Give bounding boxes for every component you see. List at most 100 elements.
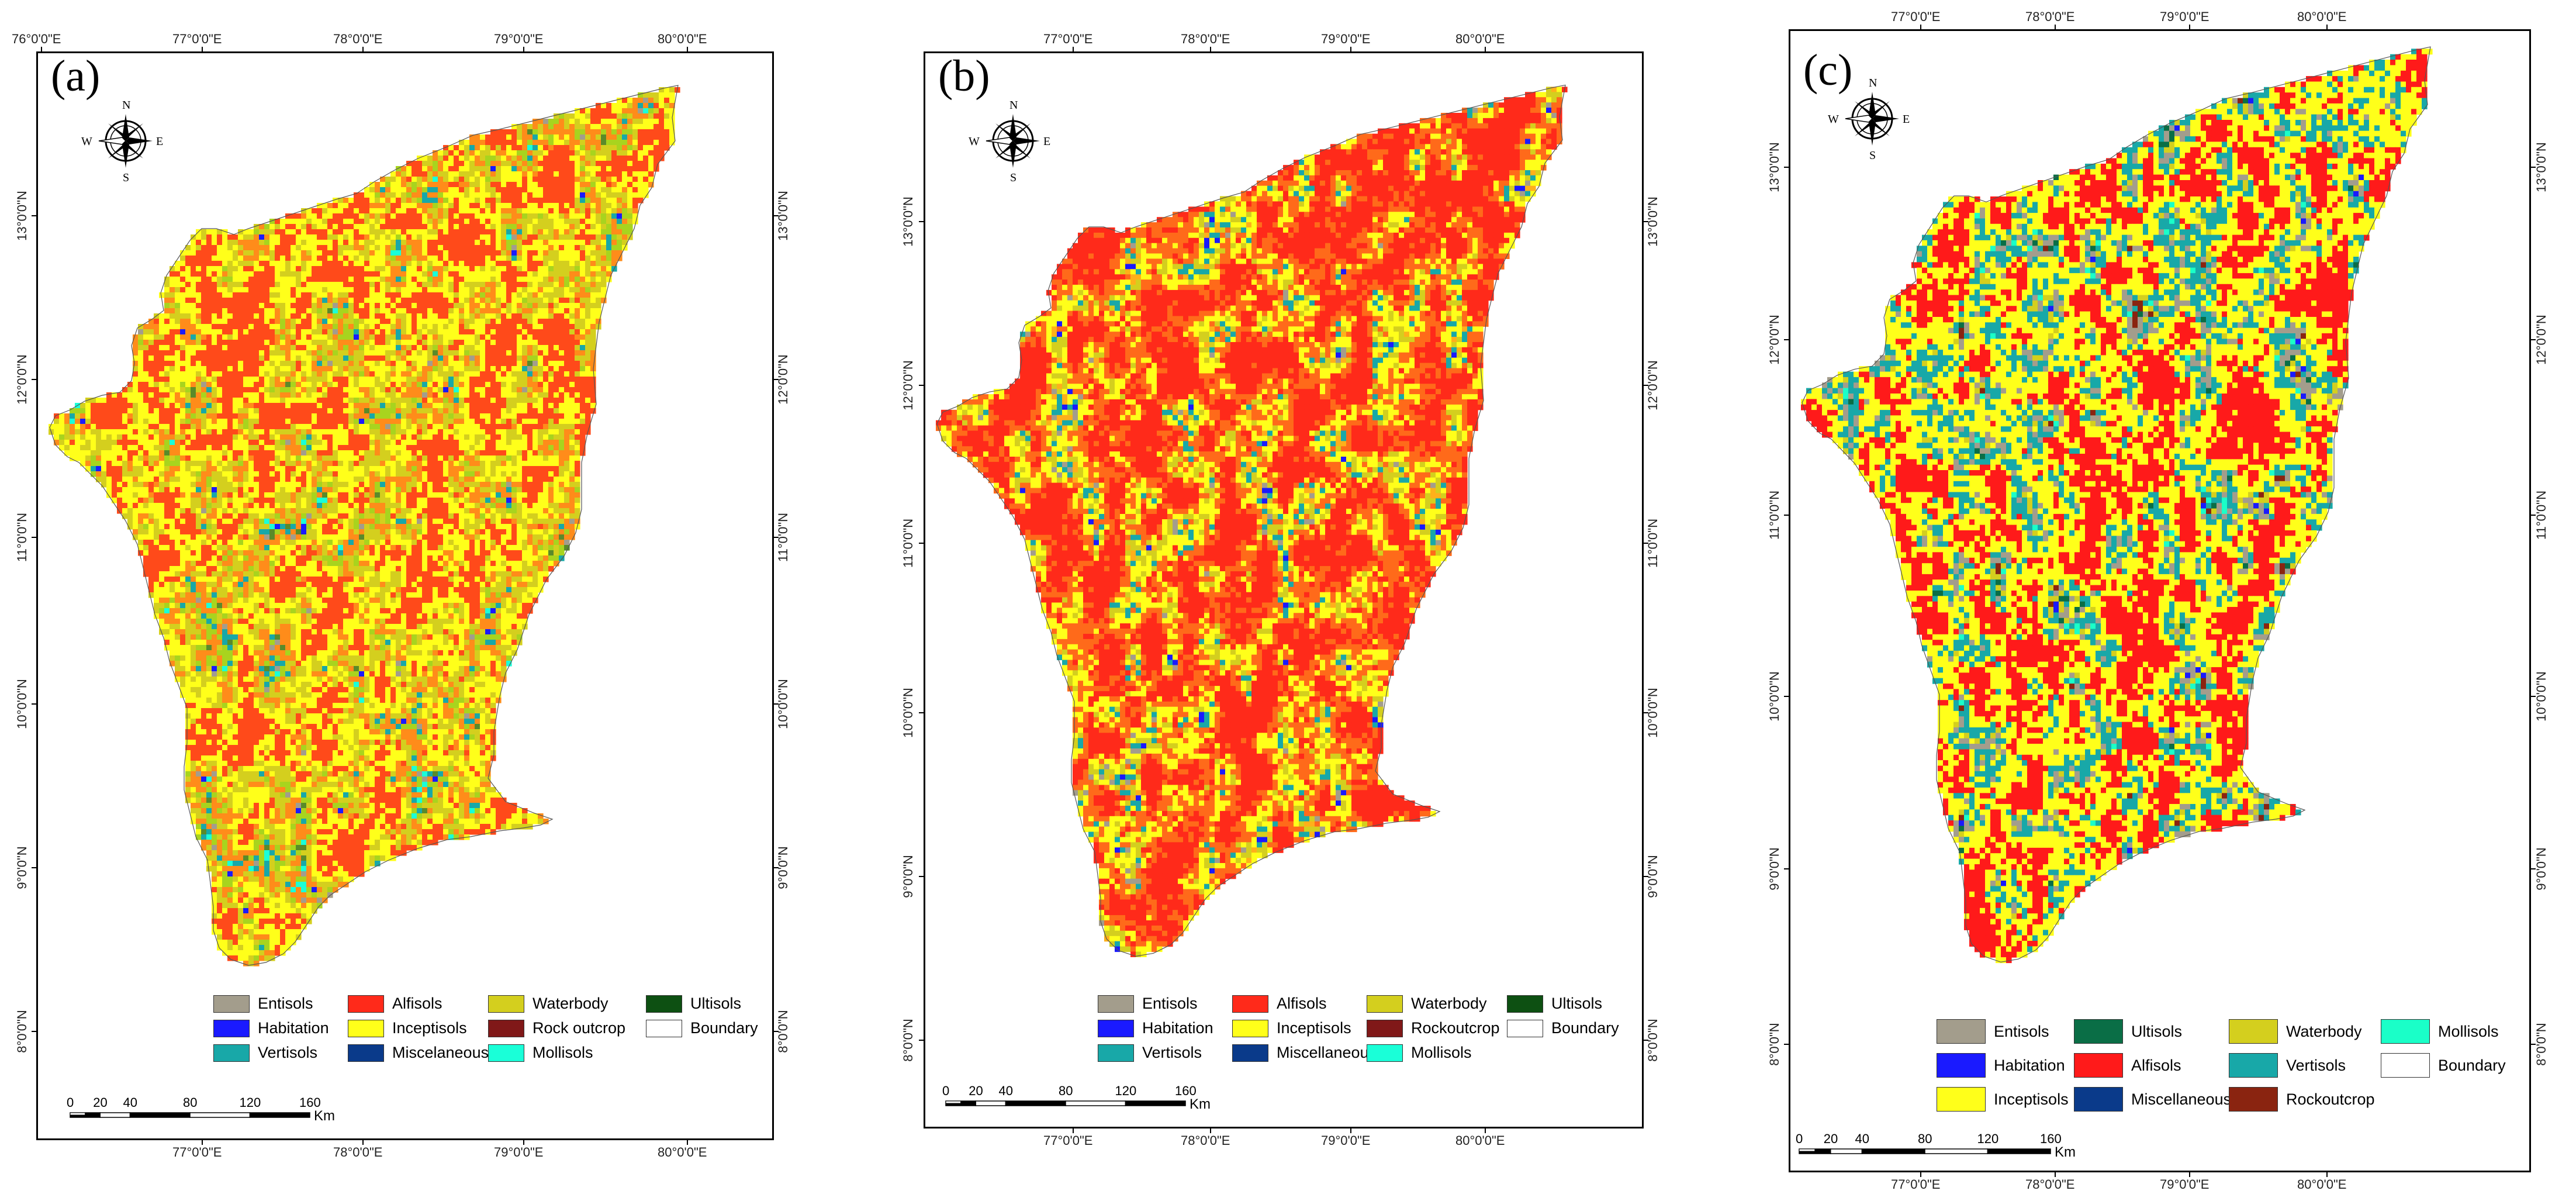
panel-a: (a) N S W E Entisols Alfisols Waterbody Ultiso…	[0, 0, 790, 1201]
legend-item-miscellaneous: Miscellaneous	[2074, 1087, 2231, 1112]
compass-label-n: N	[122, 99, 130, 112]
tick-mark	[1073, 1128, 1074, 1133]
tick-mark	[202, 1140, 203, 1145]
legend-label: Inceptisols	[1277, 1019, 1351, 1037]
scale-tick-label: 40	[999, 1083, 1013, 1099]
panel-label: (a)	[51, 53, 100, 102]
latitude-label-left: 13°0'0"N	[15, 182, 30, 250]
legend-swatch	[1098, 1019, 1134, 1037]
legend-swatch	[1367, 995, 1403, 1013]
latitude-label-left: 8°0'0"N	[15, 998, 30, 1065]
tick-mark	[1485, 47, 1486, 51]
legend-label: Boundary	[690, 1019, 758, 1037]
tick-mark	[774, 867, 779, 868]
soil-map-a	[49, 85, 680, 967]
scale-bar: 0 20 40 80 120 160 Km	[67, 1094, 395, 1129]
tick-mark	[1644, 1040, 1648, 1041]
state-boundary	[936, 84, 1566, 957]
longitude-label-top: 80°0'0"E	[658, 32, 707, 47]
scale-segment	[975, 1100, 1007, 1106]
longitude-label-top: 79°0'0"E	[2160, 9, 2209, 25]
legend-swatch	[1507, 995, 1543, 1013]
legend-item-mollisols: Mollisols	[1367, 1044, 1472, 1062]
latitude-label-left: 13°0'0"N	[901, 188, 916, 256]
legend-item-alfisols: Alfisols	[348, 995, 442, 1013]
scale-tick-label: 120	[1977, 1131, 1999, 1147]
scale-tick-label: 40	[1855, 1131, 1869, 1147]
scale-tick-label: 160	[1175, 1083, 1197, 1099]
scale-segment	[1005, 1100, 1066, 1106]
latitude-label-right: 8°0'0"N	[2534, 1010, 2549, 1078]
latitude-label-right: 11°0'0"N	[2534, 481, 2549, 549]
tick-mark	[919, 385, 924, 386]
scale-segment	[129, 1112, 191, 1118]
longitude-label-bottom: 77°0'0"E	[1043, 1133, 1092, 1148]
tick-mark	[362, 1140, 364, 1145]
scale-segment	[249, 1112, 310, 1118]
tick-mark	[919, 712, 924, 713]
scale-bar-graphic	[1799, 1148, 2051, 1154]
scale-segment	[1065, 1100, 1126, 1106]
latitude-label-left: 10°0'0"N	[15, 670, 30, 738]
tick-mark	[2531, 696, 2536, 697]
legend-item-rockoutcrop: Rockoutcrop	[2229, 1087, 2375, 1112]
legend-swatch	[213, 995, 250, 1013]
map-frame-a: (a) N S W E Entisols Alfisols Waterbody Ultiso…	[36, 51, 774, 1140]
tick-mark	[1784, 167, 1789, 168]
legend-label: Entisols	[258, 995, 313, 1013]
legend-item-habitation: Habitation	[213, 1019, 329, 1037]
tick-mark	[1210, 1128, 1211, 1133]
legend-item-boundary: Boundary	[1507, 1019, 1619, 1037]
legend-label: Waterbody	[1411, 995, 1487, 1013]
longitude-label-top: 77°0'0"E	[172, 32, 222, 47]
compass-label-e: E	[1043, 135, 1050, 149]
compass-label-s: S	[1010, 171, 1016, 185]
legend-swatch	[1098, 995, 1134, 1013]
legend-item-miscelaneous: Miscelaneous	[348, 1044, 489, 1062]
legend-label: Miscellaneous	[1277, 1044, 1377, 1062]
legend-item-inceptisols: Inceptisols	[1937, 1087, 2069, 1112]
legend-item-entisols: Entisols	[213, 995, 313, 1013]
scale-tick-label: 120	[240, 1095, 261, 1110]
latitude-label-left: 13°0'0"N	[1767, 133, 1782, 201]
legend-swatch	[348, 1044, 384, 1062]
longitude-label-bottom: 78°0'0"E	[1181, 1133, 1230, 1148]
legend-label: Entisols	[1142, 995, 1198, 1013]
longitude-label-top: 79°0'0"E	[494, 32, 543, 47]
legend-item-habitation: Habitation	[1098, 1019, 1213, 1037]
longitude-label-top: 78°0'0"E	[2025, 9, 2074, 25]
legend-swatch	[1367, 1044, 1403, 1062]
legend-item-rock-outcrop: Rock outcrop	[488, 1019, 625, 1037]
latitude-label-left: 9°0'0"N	[15, 834, 30, 902]
latitude-label-left: 11°0'0"N	[15, 503, 30, 571]
legend-label: Habitation	[258, 1019, 329, 1037]
scale-tick-label: 80	[1059, 1083, 1073, 1099]
legend: Entisols Alfisols Waterbody Ultisols Habitat…	[1098, 995, 1641, 1071]
legend-swatch	[646, 995, 682, 1013]
longitude-label-bottom: 78°0'0"E	[333, 1145, 382, 1160]
legend-label: Inceptisols	[1994, 1090, 2069, 1109]
legend-label: Vertisols	[1142, 1044, 1202, 1062]
legend-item-inceptisols: Inceptisols	[348, 1019, 467, 1037]
legend-item-waterbody: Waterbody	[1367, 995, 1487, 1013]
tick-mark	[1644, 543, 1648, 544]
tick-mark	[1784, 696, 1789, 697]
tick-mark	[1073, 47, 1074, 51]
scale-tick-label: 0	[1796, 1131, 1803, 1147]
latitude-label-left: 9°0'0"N	[901, 843, 916, 910]
legend-label: Ultisols	[2131, 1023, 2182, 1041]
legend-item-waterbody: Waterbody	[2229, 1019, 2362, 1044]
panel-b: (b) N S W E Entisols Alfisols Waterbody Ultiso…	[865, 0, 1672, 1201]
scale-tick-label: 80	[183, 1095, 197, 1110]
tick-mark	[919, 1040, 924, 1041]
legend-item-rockoutcrop: Rockoutcrop	[1367, 1019, 1500, 1037]
latitude-label-left: 8°0'0"N	[1767, 1010, 1782, 1078]
legend-label: Miscellaneous	[2131, 1090, 2231, 1109]
legend-swatch	[646, 1019, 682, 1037]
legend-swatch	[2074, 1087, 2123, 1112]
latitude-label-left: 12°0'0"N	[1767, 306, 1782, 374]
tick-mark	[2531, 339, 2536, 340]
scale-segment	[189, 1112, 251, 1118]
legend-label: Habitation	[1142, 1019, 1213, 1037]
longitude-label-bottom: 80°0'0"E	[658, 1145, 707, 1160]
